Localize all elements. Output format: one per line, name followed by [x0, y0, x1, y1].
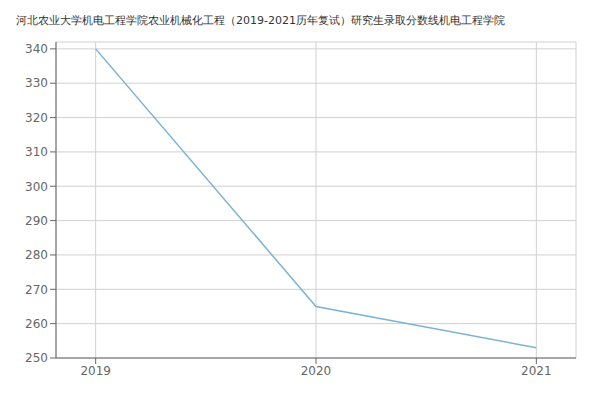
svg-text:2021: 2021	[521, 364, 552, 378]
svg-text:250: 250	[25, 351, 48, 365]
svg-text:260: 260	[25, 317, 48, 331]
svg-text:270: 270	[25, 283, 48, 297]
html-text:河北农业大学机电工程学院农业机械化工程（2019-2021历: 河北农业大学机电工程学院农业机械化工程（2019-2021历年复试）研究生录取分…	[16, 14, 505, 27]
svg-text:2019: 2019	[80, 364, 111, 378]
svg-text:300: 300	[25, 180, 48, 194]
svg-text:340: 340	[25, 42, 48, 56]
svg-text:2020: 2020	[301, 364, 332, 378]
svg-text:290: 290	[25, 214, 48, 228]
svg-text:280: 280	[25, 248, 48, 262]
svg-text:320: 320	[25, 111, 48, 125]
svg-text:310: 310	[25, 145, 48, 159]
svg-text:330: 330	[25, 76, 48, 90]
